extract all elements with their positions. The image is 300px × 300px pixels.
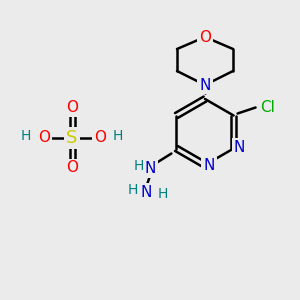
Text: O: O bbox=[66, 100, 78, 116]
Text: N: N bbox=[203, 158, 215, 173]
Text: H: H bbox=[133, 160, 144, 173]
Text: H: H bbox=[157, 188, 168, 202]
Text: H: H bbox=[127, 184, 138, 197]
Text: O: O bbox=[94, 130, 106, 146]
Text: N: N bbox=[141, 185, 152, 200]
Text: Cl: Cl bbox=[260, 100, 275, 115]
Text: O: O bbox=[199, 29, 211, 44]
Text: S: S bbox=[66, 129, 78, 147]
Text: H: H bbox=[21, 129, 31, 143]
Text: N: N bbox=[234, 140, 245, 155]
Text: N: N bbox=[145, 161, 156, 176]
Text: O: O bbox=[38, 130, 50, 146]
Text: O: O bbox=[66, 160, 78, 175]
Text: H: H bbox=[113, 129, 123, 143]
Text: N: N bbox=[199, 77, 211, 92]
